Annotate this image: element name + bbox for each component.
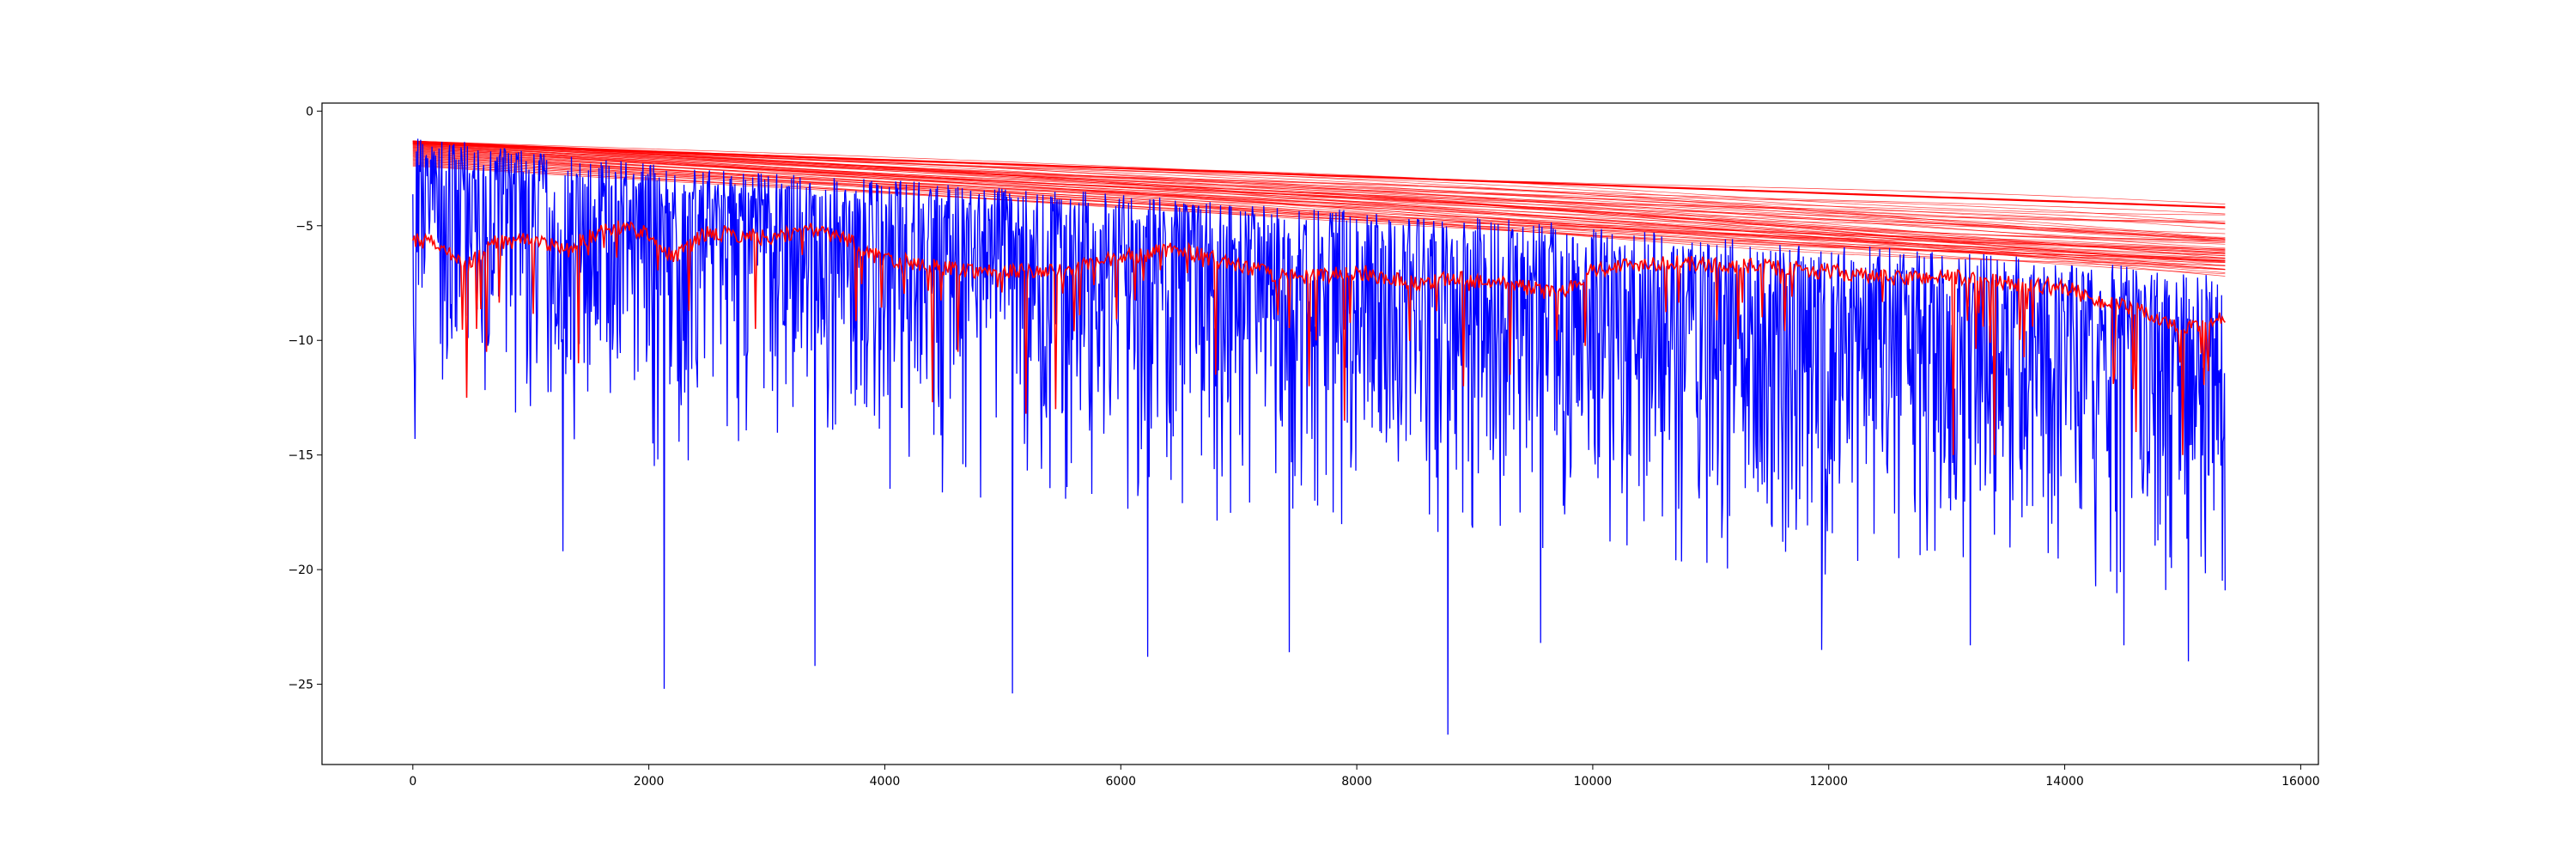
plot-area [412,138,2227,735]
y-tick-label: −20 [288,564,313,577]
x-tick-label: 14000 [2045,775,2084,789]
blue-noisy-series [412,138,2227,735]
x-tick-label: 10000 [1574,775,1613,789]
red-smooth-line [412,156,2226,262]
red-smooth-line [412,143,2226,241]
y-tick-label: −15 [288,449,313,463]
red-noisy-series [412,220,2227,455]
y-tick-label: 0 [306,105,313,119]
y-tick-label: −5 [295,220,313,234]
y-tick-label: −10 [288,334,313,348]
red-smooth-line [412,164,2226,266]
red-smooth-line [412,157,2226,273]
red-smooth-line [412,162,2226,277]
x-tick-label: 16000 [2281,775,2320,789]
x-axis: 0 2000 4000 6000 8000 10000 12000 14000 16000 [409,765,2320,789]
red-smooth-line [412,145,2226,254]
x-tick-label: 6000 [1105,775,1136,789]
axes-frame [321,102,2319,765]
red-smooth-line [412,142,2226,244]
red-smooth-line [412,166,2226,271]
x-tick-label: 8000 [1341,775,1372,789]
red-smooth-line [412,161,2226,270]
red-heavy-line [412,142,2226,209]
x-tick-label: 4000 [870,775,901,789]
blue-noisy-line [412,138,2227,735]
y-axis: 0 −5 −10 −15 −20 −25 [288,105,322,692]
red-smooth-line [412,152,2226,253]
red-smooth-line [412,144,2226,241]
x-tick-label: 2000 [634,775,665,789]
red-smooth-line [412,155,2226,266]
x-tick-label: 12000 [1809,775,1848,789]
red-smooth-line [412,165,2226,271]
y-tick-label: −25 [288,679,313,692]
red-smooth-line [412,147,2226,261]
red-smooth-line [412,161,2226,263]
x-tick-label: 0 [409,775,416,789]
red-smooth-line [412,158,2226,271]
red-smooth-lines [412,140,2226,277]
red-noisy-line [412,220,2227,455]
